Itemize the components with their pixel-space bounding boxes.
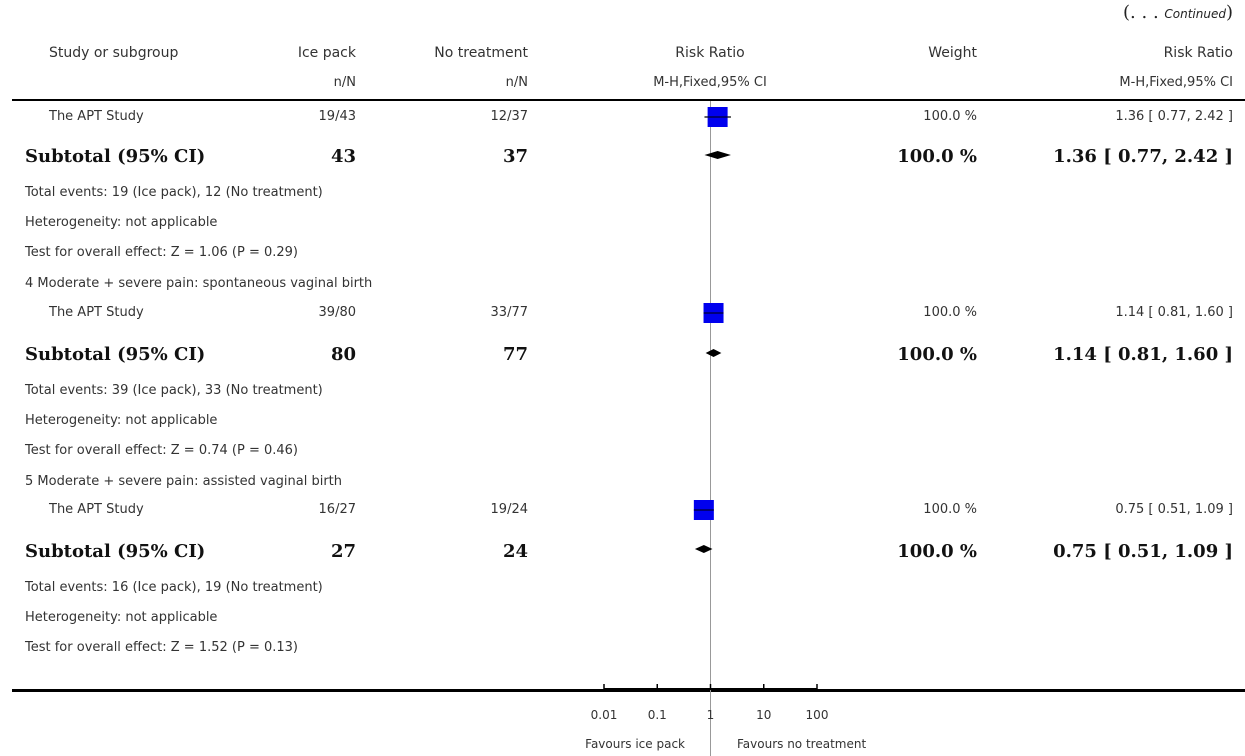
study-label: The APT Study <box>49 305 144 320</box>
header-no-treatment-sub: n/N <box>505 75 528 90</box>
subtotal-ci: 0.75 [ 0.51, 1.09 ] <box>1053 541 1233 562</box>
subgroup-note: Total events: 19 (Ice pack), 12 (No trea… <box>25 185 323 200</box>
favours-right-label: Favours no treatment <box>737 737 867 751</box>
study-ci: 0.75 [ 0.51, 1.09 ] <box>1115 502 1233 517</box>
study-weight: 100.0 % <box>923 502 977 517</box>
subtotal-label: Subtotal (95% CI) <box>25 146 206 167</box>
header-ice-pack: Ice pack <box>297 45 356 61</box>
subtotal-ci: 1.14 [ 0.81, 1.60 ] <box>1053 344 1233 365</box>
subgroup-note: Heterogeneity: not applicable <box>25 215 218 230</box>
study-exp: 19/43 <box>318 109 356 124</box>
subtotal-label: Subtotal (95% CI) <box>25 541 206 562</box>
study-exp: 39/80 <box>318 305 356 320</box>
header-no-treatment: No treatment <box>434 45 528 61</box>
subtotal-weight: 100.0 % <box>897 146 977 167</box>
header-risk-ratio-right: Risk Ratio <box>1163 45 1233 61</box>
subgroup-note: Test for overall effect: Z = 1.52 (P = 0… <box>25 640 298 655</box>
subgroup-heading: 4 Moderate + severe pain: spontaneous va… <box>25 276 373 291</box>
study-ci: 1.14 [ 0.81, 1.60 ] <box>1115 305 1233 320</box>
subtotal-exp: 80 <box>330 344 356 365</box>
axis-tick-label: 10 <box>756 708 772 722</box>
study-label: The APT Study <box>49 109 144 124</box>
study-ctrl: 12/37 <box>490 109 528 124</box>
study-ci: 1.36 [ 0.77, 2.42 ] <box>1115 109 1233 124</box>
header-ice-pack-sub: n/N <box>333 75 356 90</box>
header-rr-sub: M-H,Fixed,95% CI <box>653 75 767 90</box>
header-rr-right-sub: M-H,Fixed,95% CI <box>1119 75 1233 90</box>
subgroup-note: Test for overall effect: Z = 0.74 (P = 0… <box>25 443 298 458</box>
subtotal-label: Subtotal (95% CI) <box>25 344 206 365</box>
bottom-rule <box>12 689 1245 692</box>
favours-left-label: Favours ice pack <box>585 737 685 751</box>
subtotal-exp: 43 <box>330 146 356 167</box>
subtotal-ctrl: 77 <box>502 344 528 365</box>
subgroup-note: Total events: 16 (Ice pack), 19 (No trea… <box>25 580 323 595</box>
axis-tick-label: 100 <box>805 708 829 722</box>
header-rule <box>12 99 1245 101</box>
header-study: Study or subgroup <box>49 45 179 61</box>
subtotal-diamond <box>694 545 713 553</box>
axis-tick-label: 0.01 <box>590 708 618 722</box>
subtotal-weight: 100.0 % <box>897 344 977 365</box>
study-ctrl: 33/77 <box>490 305 528 320</box>
study-label: The APT Study <box>49 502 144 517</box>
subtotal-ctrl: 37 <box>502 146 528 167</box>
subtotal-ctrl: 24 <box>502 541 528 562</box>
study-exp: 16/27 <box>318 502 356 517</box>
subgroup-note: Heterogeneity: not applicable <box>25 413 218 428</box>
header-weight: Weight <box>928 45 977 61</box>
axis-tick-label: 1 <box>706 708 715 722</box>
subtotal-ci: 1.36 [ 0.77, 2.42 ] <box>1053 146 1233 167</box>
subtotal-diamond <box>704 151 731 159</box>
study-ctrl: 19/24 <box>490 502 528 517</box>
study-weight: 100.0 % <box>923 305 977 320</box>
subgroup-note: Test for overall effect: Z = 1.06 (P = 0… <box>25 245 298 260</box>
axis-tick-label: 0.1 <box>647 708 667 722</box>
study-weight: 100.0 % <box>923 109 977 124</box>
subgroup-heading: 5 Moderate + severe pain: assisted vagin… <box>25 474 343 489</box>
subtotal-exp: 27 <box>330 541 356 562</box>
subgroup-note: Heterogeneity: not applicable <box>25 610 218 625</box>
header-risk-ratio: Risk Ratio <box>675 45 745 61</box>
subgroup-note: Total events: 39 (Ice pack), 33 (No trea… <box>25 383 323 398</box>
subtotal-diamond <box>705 349 722 357</box>
subtotal-weight: 100.0 % <box>897 541 977 562</box>
continued-label: (. . . Continued) <box>1123 2 1233 23</box>
